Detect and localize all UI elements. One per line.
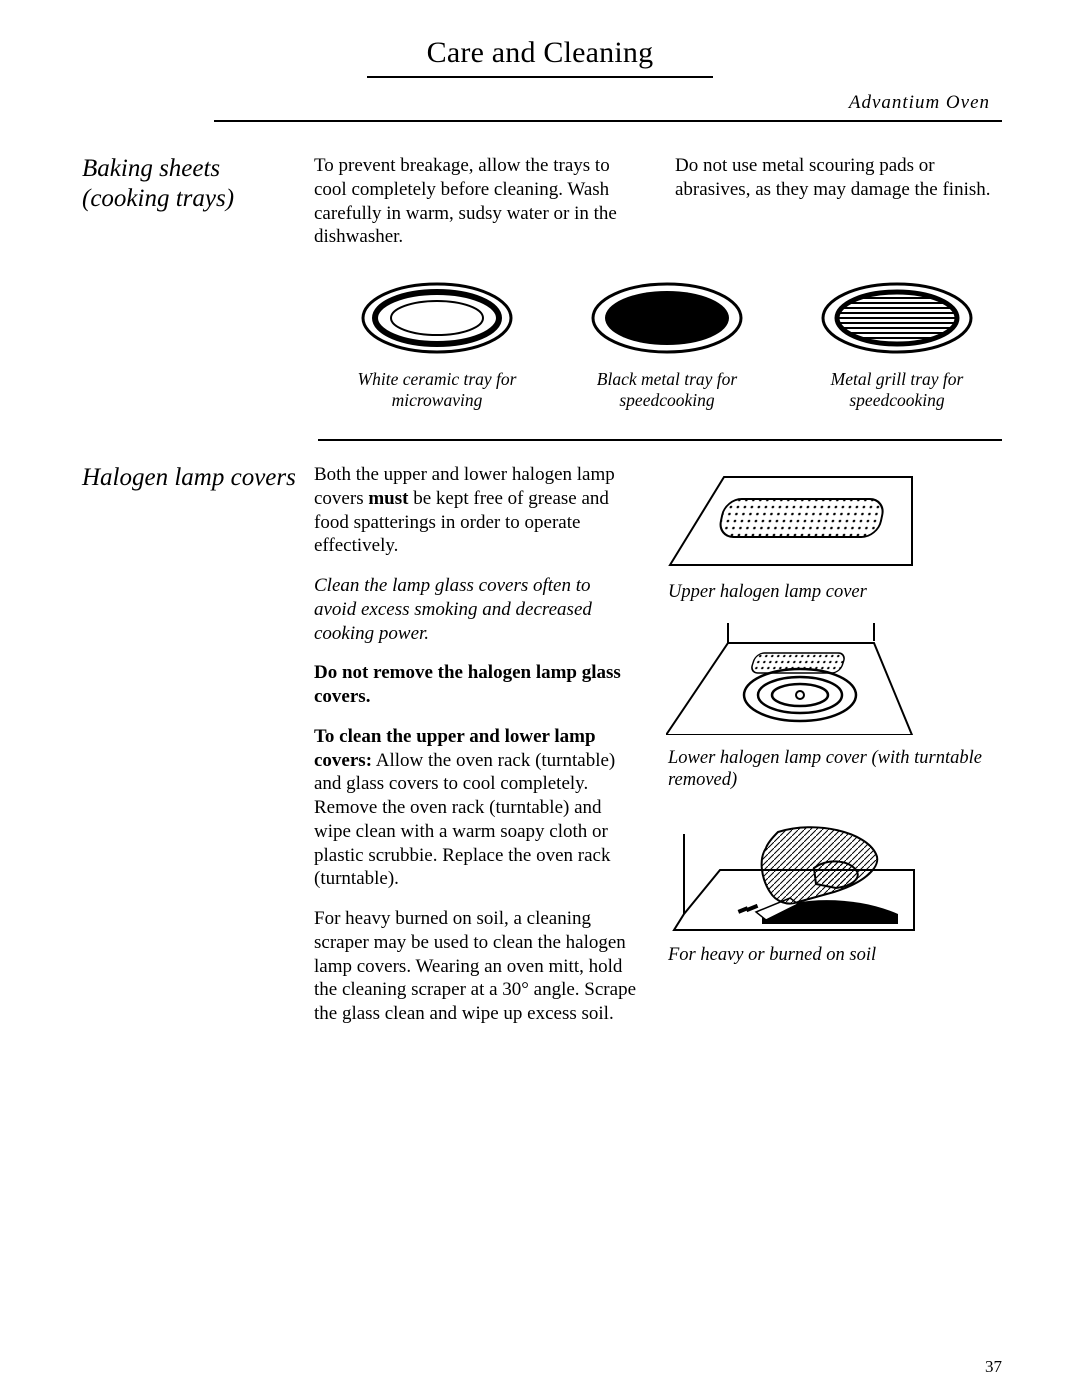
tray-ceramic-caption: White ceramic tray for microwaving (332, 369, 542, 411)
side-head-halogen-text: Halogen lamp covers (82, 463, 296, 493)
tray-ceramic: White ceramic tray for microwaving (332, 275, 542, 411)
tray-row: White ceramic tray for microwaving Black… (332, 275, 1002, 411)
page-number: 37 (985, 1357, 1002, 1377)
halogen-p5: For heavy burned on soil, a cleaning scr… (314, 907, 636, 1026)
halogen-columns: Both the upper and lower halogen lamp co… (314, 463, 1002, 1042)
section-separator (318, 439, 1002, 441)
fig-lower-cover (666, 623, 1002, 735)
tray-black: Black metal tray for speedcooking (562, 275, 772, 411)
side-head-baking: Baking sheets (cooking trays) (78, 154, 314, 441)
halogen-text-column: Both the upper and lower halogen lamp co… (314, 463, 636, 1042)
fig-upper-caption: Upper halogen lamp cover (668, 581, 1002, 603)
section-baking-sheets: Baking sheets (cooking trays) To prevent… (78, 122, 1002, 441)
tray-grill-caption: Metal grill tray for speedcooking (792, 369, 1002, 411)
page-title: Care and Cleaning (78, 36, 1002, 70)
tray-black-caption: Black metal tray for speedcooking (562, 369, 772, 411)
fig-lower-caption: Lower halogen lamp cover (with turntable… (668, 747, 1002, 791)
tray-black-icon (562, 275, 772, 361)
fig-upper-cover (666, 469, 1002, 569)
halogen-p1: Both the upper and lower halogen lamp co… (314, 463, 636, 558)
tray-grill-icon (792, 275, 1002, 361)
halogen-p4: To clean the upper and lower lamp covers… (314, 725, 636, 891)
side-head-halogen: Halogen lamp covers (78, 463, 314, 1042)
p1-bold: must (368, 488, 408, 509)
section1-columns: To prevent breakage, allow the trays to … (314, 154, 1002, 249)
page-subhead: Advantium Oven (78, 92, 990, 114)
tray-grill: Metal grill tray for speedcooking (792, 275, 1002, 411)
section1-col1: To prevent breakage, allow the trays to … (314, 154, 641, 249)
manual-page: Care and Cleaning Advantium Oven Baking … (0, 0, 1080, 1397)
lower-lamp-cover-icon (666, 623, 916, 735)
halogen-p2: Clean the lamp glass covers often to avo… (314, 574, 636, 645)
upper-lamp-cover-icon (666, 469, 916, 569)
halogen-figure-column: Upper halogen lamp cover (666, 463, 1002, 1042)
fig-scraper (666, 812, 1002, 932)
tray-ceramic-icon (332, 275, 542, 361)
fig-scraper-caption: For heavy or burned on soil (668, 944, 1002, 966)
section2-body: Both the upper and lower halogen lamp co… (314, 463, 1002, 1042)
section1-body: To prevent breakage, allow the trays to … (314, 154, 1002, 441)
halogen-p3: Do not remove the halogen lamp glass cov… (314, 661, 636, 709)
section1-col2: Do not use metal scouring pads or abrasi… (675, 154, 1002, 249)
section-halogen: Halogen lamp covers Both the upper and l… (78, 441, 1002, 1042)
scraper-icon (666, 812, 916, 932)
title-rule (367, 76, 713, 78)
side-head-text: Baking sheets (cooking trays) (82, 154, 304, 214)
